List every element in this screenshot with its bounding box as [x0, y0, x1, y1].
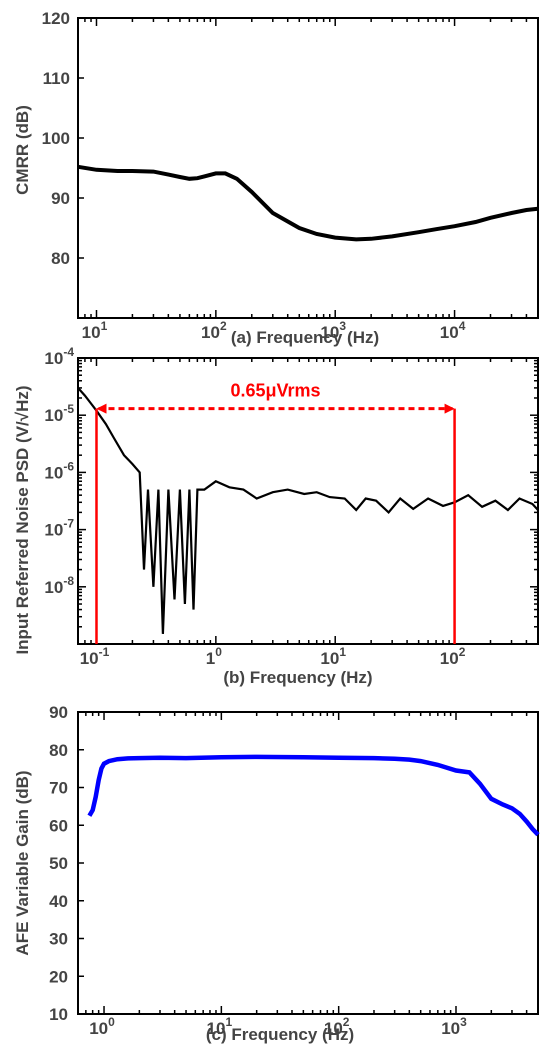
panel-a-frame: [77, 17, 539, 319]
panel-a-ylabel: CMRR (dB): [13, 105, 32, 195]
y-tick-label: 100: [42, 129, 70, 148]
y-tick-label: 10-6: [44, 459, 74, 482]
y-tick-label: 10-4: [44, 345, 74, 368]
panel-c-ylabel: AFE Variable Gain (dB): [13, 770, 32, 955]
x-tick-label: 102: [324, 1015, 350, 1038]
y-tick-label: 80: [51, 249, 70, 268]
y-tick-label: 60: [49, 816, 68, 835]
y-tick-label: 70: [49, 779, 68, 798]
panel-b-ticks: 10-4 10-5 10-6 10-7 10-8 10-1 10 101 102: [44, 345, 539, 668]
panel-b-ylabel: Input Referred Noise PSD (V/√Hz): [13, 385, 32, 654]
panel-c: (c) Frequency (Hz) AFE Variable Gain (dB…: [13, 703, 540, 1044]
x-tick-label: 103: [441, 1015, 467, 1038]
x-tick-label: 10: [206, 645, 222, 668]
x-tick-label: 104: [440, 319, 466, 342]
panel-b: (b) Frequency (Hz) Input Referred Noise …: [13, 345, 539, 687]
x-tick-label: 102: [201, 319, 227, 342]
y-tick-label: 120: [42, 9, 70, 28]
panel-a-xlabel: (a) Frequency (Hz): [231, 328, 379, 347]
x-tick-label: 10-1: [80, 645, 110, 668]
panel-a-series-line: [77, 164, 539, 242]
x-tick-label: 103: [320, 319, 346, 342]
y-tick-label: 90: [51, 189, 70, 208]
x-tick-label: 102: [440, 645, 466, 668]
panel-b-series-line: [77, 387, 539, 634]
y-tick-label: 110: [43, 69, 70, 88]
x-tick-label: 101: [207, 1015, 233, 1038]
y-tick-label: 10: [49, 1005, 68, 1024]
y-tick-label: 10-7: [44, 517, 74, 540]
panel-c-ticks: 90 80 70 60 50 40 30 20 10 100 101 102 103: [49, 703, 539, 1038]
y-tick-label: 30: [49, 930, 68, 949]
y-tick-label: 40: [49, 892, 68, 911]
panel-a: (a) Frequency (Hz) CMRR (dB) 120 110 100 90…: [13, 9, 539, 347]
x-tick-label: 100: [89, 1015, 115, 1038]
y-tick-label: 10-5: [44, 402, 74, 425]
annotation-label: 0.65μVrms: [230, 381, 320, 401]
y-tick-label: 80: [49, 741, 68, 760]
panel-b-xlabel: (b) Frequency (Hz): [223, 668, 372, 687]
y-tick-label: 50: [49, 854, 68, 873]
x-tick-label: 101: [320, 645, 346, 668]
y-tick-label: 90: [49, 703, 68, 722]
panel-c-series-line: [87, 754, 540, 837]
panel-c-xlabel: (c) Frequency (Hz): [206, 1025, 354, 1044]
x-tick-label: 101: [82, 319, 108, 342]
panel-a-ticks: 120 110 100 90 80 101 102 103 104: [42, 9, 539, 342]
y-tick-label: 20: [49, 967, 68, 986]
y-tick-label: 10-8: [44, 574, 74, 597]
